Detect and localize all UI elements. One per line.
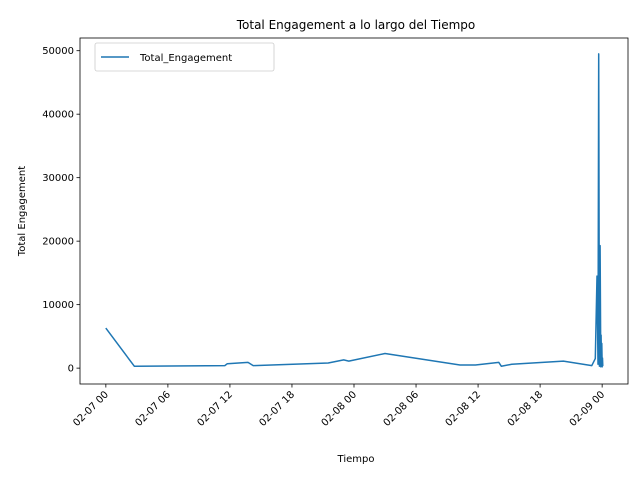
y-axis-ticks: 0 10000 20000 30000 40000 50000: [42, 46, 80, 375]
series-layer: [105, 53, 604, 368]
y-tick-label: 30000: [42, 173, 74, 184]
legend: Total_Engagement: [94, 42, 275, 72]
y-tick-label: 20000: [42, 237, 74, 248]
y-tick-label: 50000: [42, 46, 74, 57]
y-tick-label: 0: [68, 364, 74, 375]
chart-title: Total Engagement a lo largo del Tiempo: [236, 18, 476, 32]
y-axis-label: Total Engagement: [17, 166, 28, 257]
y-tick-label: 10000: [42, 300, 74, 311]
x-axis-label: Tiempo: [337, 454, 375, 465]
legend-box: [94, 42, 275, 72]
legend-label-total-engagement: Total_Engagement: [139, 53, 232, 64]
y-tick-label: 40000: [42, 110, 74, 121]
series-line-total-engagement: [105, 53, 604, 368]
